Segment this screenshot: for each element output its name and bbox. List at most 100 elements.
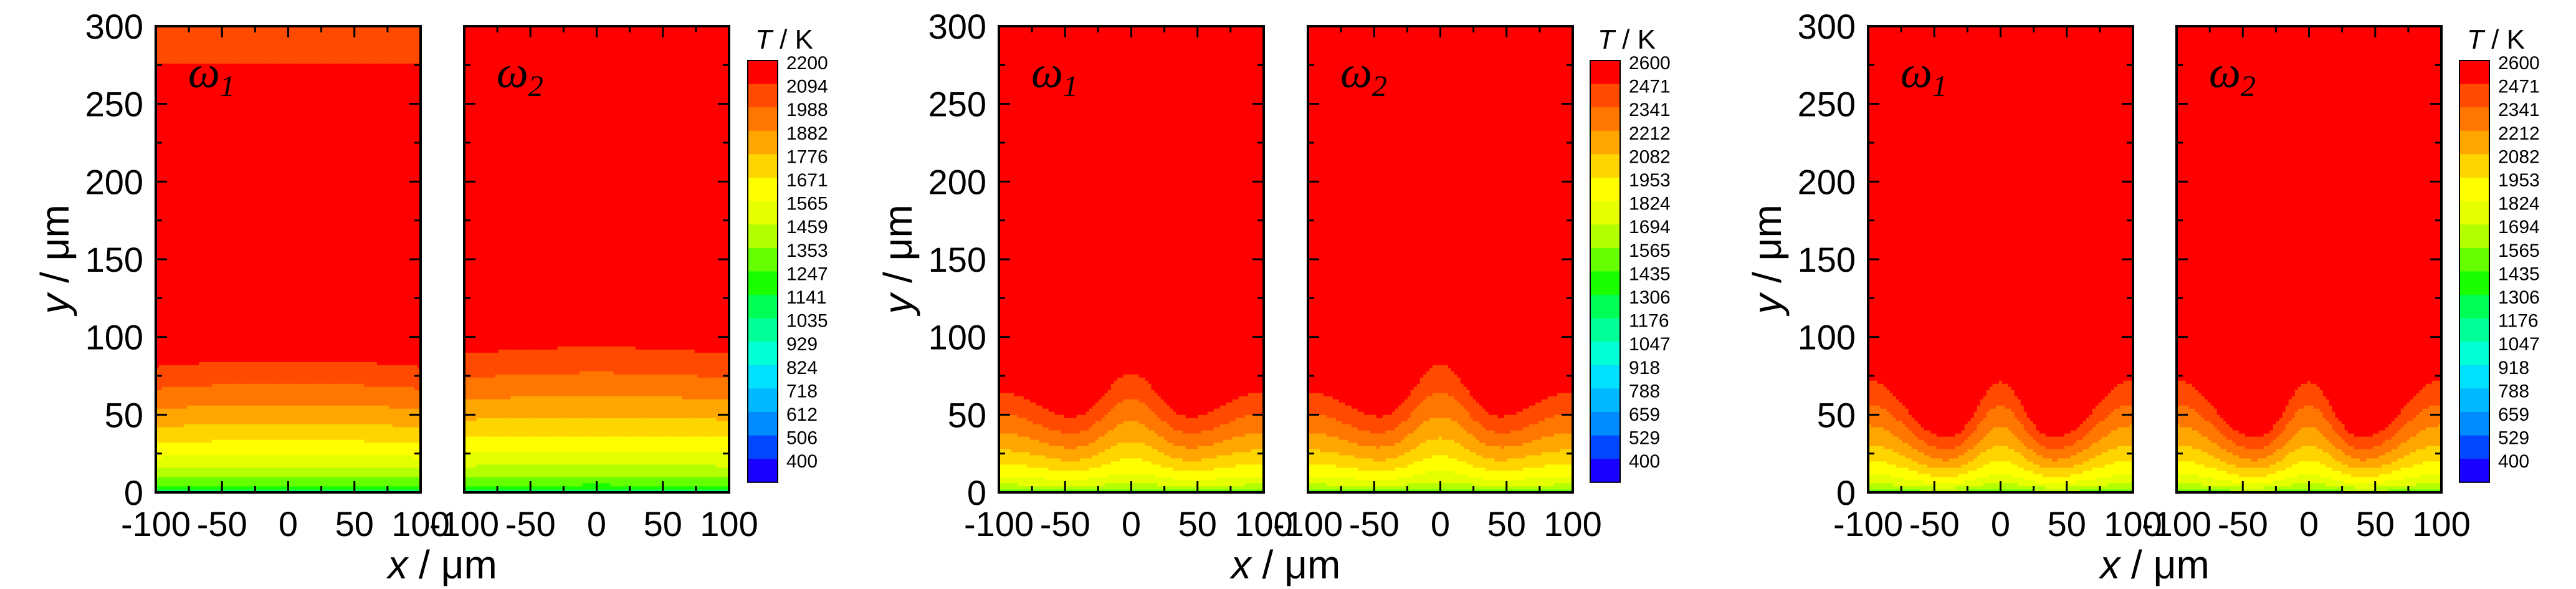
contour-cell [464,476,468,487]
contour-cell [2226,489,2230,492]
contour-cell [1382,479,1386,487]
contour-cell [2111,473,2115,484]
contour-cell [607,418,611,437]
contour-cell [2210,423,2215,443]
contour-cell [473,489,477,492]
contour-cell [1488,457,1492,471]
contour-cell [1191,470,1196,481]
contour-cell [379,365,384,387]
contour-cell [1388,479,1393,487]
contour-cell [651,436,655,453]
contour-cell [1933,476,1937,484]
contour-cell [2005,383,2009,409]
contour-cell [1936,489,1940,492]
contour-cell [1026,489,1031,492]
contour-cell [2188,489,2193,492]
contour-cell [1516,479,1520,487]
contour-cell [2020,467,2025,477]
colorbar-swatch [1590,318,1620,342]
contour-cell [557,451,561,465]
contour-cell [504,436,508,453]
contour-cell [364,486,368,490]
contour-cell [1939,436,1944,449]
contour-cell [1407,464,1411,477]
contour-cell [1525,467,1530,477]
contour-cell [1914,479,1919,487]
contour-cell [230,362,234,384]
contour-cell [704,489,708,492]
contour-cell [1216,489,1221,492]
contour-cell [520,464,524,477]
contour-cell [2204,489,2208,492]
contour-cell [1426,371,1430,396]
contour-cell [616,374,621,396]
contour-cell [1039,454,1043,468]
contour-cell [2070,429,2074,446]
contour-cell [1332,418,1337,437]
contour-cell [1902,467,1906,477]
contour-cell [2011,411,2015,434]
contour-cell [2216,479,2221,487]
contour-cell [1357,479,1362,487]
contour-cell [267,26,272,64]
contour-cell [504,26,508,350]
contour-cell [707,486,711,490]
contour-cell [1877,489,1881,492]
contour-cell [1254,476,1258,484]
contour-cell [2111,411,2115,431]
contour-cell [513,418,518,437]
contour-cell [230,63,234,362]
contour-cell [2061,26,2065,437]
y-tick-label: 100 [85,318,143,357]
contour-cell [168,454,172,468]
contour-cell [1472,26,1477,400]
contour-cell [1213,426,1218,443]
contour-cell [339,362,343,384]
contour-cell [719,451,723,468]
contour-cell [629,346,633,375]
contour-cell [1026,421,1031,437]
contour-cell [1961,464,1965,474]
contour-cell [1129,399,1133,421]
contour-cell [1889,26,1894,393]
contour-cell [700,464,705,477]
colorbar-swatch [748,178,778,202]
contour-cell [2310,445,2314,462]
contour-cell [1485,411,1489,431]
contour-cell [180,467,184,477]
contour-cell [548,451,552,465]
contour-cell [2185,26,2190,384]
contour-cell [2294,482,2299,490]
contour-cell [476,486,480,490]
contour-cell [1182,479,1186,487]
contour-cell [2079,479,2084,487]
contour-cell [651,486,655,490]
contour-cell [1092,489,1096,492]
contour-cell [644,418,649,437]
contour-cell [2123,426,2127,446]
contour-cell [1416,482,1421,490]
contour-cell [1992,445,1996,462]
contour-cell [2042,457,2046,468]
contour-cell [594,451,599,465]
contour-cell [1036,405,1040,424]
contour-cell [2017,399,2021,421]
contour-cell [205,63,209,362]
contour-cell [1039,467,1043,477]
contour-cell [2114,429,2118,449]
contour-cell [517,436,521,453]
x-tick-label: 100 [1543,504,1601,544]
contour-cell [227,476,231,487]
contour-cell [2177,380,2180,406]
contour-cell [270,489,275,492]
contour-cell [292,454,297,468]
contour-cell [1163,402,1168,421]
contour-cell [1908,479,1912,487]
contour-cell [308,26,312,64]
contour-cell [545,396,549,418]
contour-cell [174,386,178,409]
contour-cell [355,454,359,468]
contour-cell [1936,26,1940,437]
contour-cell [1880,426,1884,446]
contour-cell [2120,383,2124,406]
